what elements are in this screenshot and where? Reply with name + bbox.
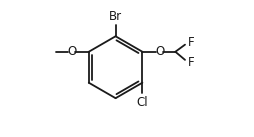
Text: O: O	[67, 45, 76, 58]
Text: O: O	[155, 45, 164, 58]
Text: Br: Br	[109, 10, 122, 23]
Text: F: F	[188, 36, 195, 49]
Text: F: F	[188, 56, 195, 69]
Text: Cl: Cl	[137, 96, 148, 109]
